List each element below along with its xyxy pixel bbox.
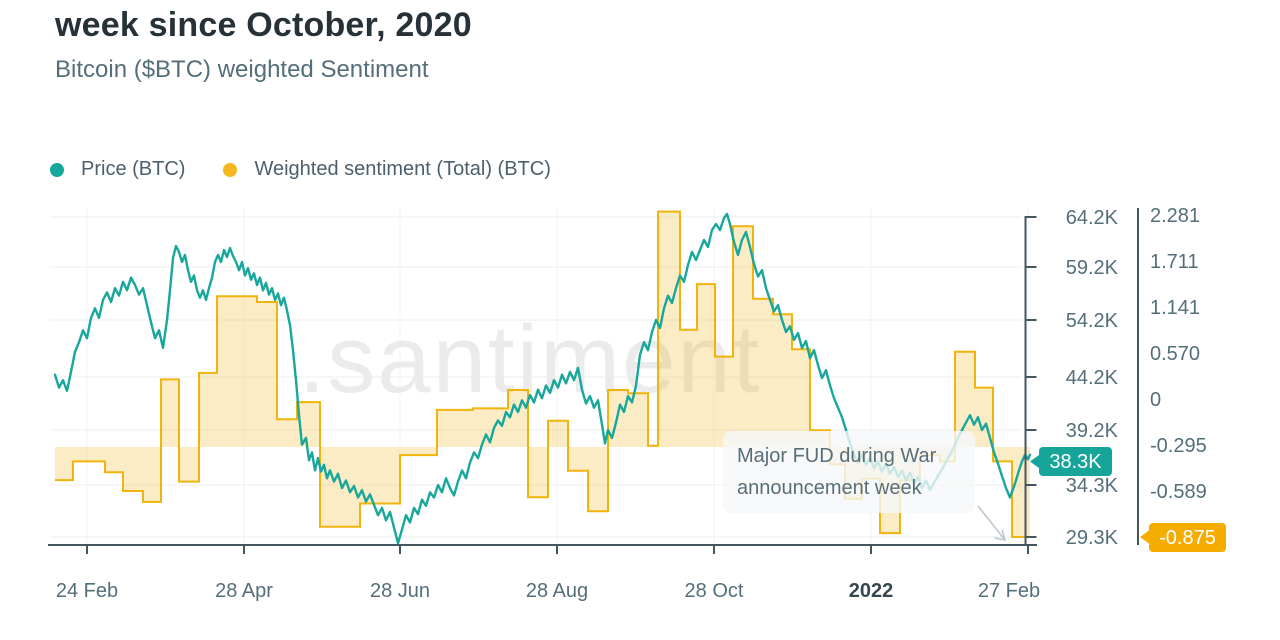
legend-item-price[interactable]: Price (BTC) [50,158,185,181]
annotation-box: Major FUD during War announcement week [723,431,975,513]
sentiment-badge [1149,523,1226,552]
annotation-arrow [977,505,1006,541]
sentiment-axis-label: 1.141 [1150,297,1200,319]
x-axis-label: 28 Apr [215,580,273,602]
sentiment-axis-label: 0.570 [1150,343,1200,365]
annotation-arrowhead-icon [994,529,1007,542]
page-subtitle: Bitcoin ($BTC) weighted Sentiment [55,56,429,83]
x-axis-label: 28 Jun [370,580,430,602]
sentiment-axis-label: 1.711 [1150,251,1199,273]
price-axis-label: 29.3K [1066,527,1119,549]
price-badge-label: 38.3K [1049,451,1102,473]
sentiment-area-fill [55,211,1030,537]
x-axis-label: 27 Feb [978,580,1040,602]
price-legend-dot-icon [50,162,64,177]
chart-legend: Price (BTC) Weighted sentiment (Total) (… [50,158,551,181]
price-badge [1039,447,1112,476]
page-title: week since October, 2020 [55,6,472,44]
sentiment-badge-tip [1140,529,1151,545]
price-badge-tip [1030,453,1041,470]
x-axis-label: 28 Aug [526,580,588,602]
sentiment-step-outline [55,210,1030,538]
sentiment-axis-label: 0 [1150,389,1161,411]
sentiment-legend-dot-icon [223,162,238,177]
price-axis-label: 54.2K [1066,310,1119,332]
sentiment-axis-label: -0.589 [1150,481,1207,503]
legend-item-sentiment[interactable]: Weighted sentiment (Total) (BTC) [223,158,551,181]
legend-price-label: Price (BTC) [81,158,186,180]
price-axis-label: 44.2K [1066,367,1119,389]
price-axis-label: 59.2K [1066,257,1119,279]
annotation-line2: announcement week [737,477,922,499]
price-axis-label: 64.2K [1066,207,1119,229]
sentiment-axis-label: -0.295 [1150,435,1207,457]
annotation-line1: Major FUD during War [737,445,937,467]
sentiment-badge-label: -0.875 [1159,527,1216,549]
x-axis-label: 28 Oct [685,580,744,602]
legend-sentiment-label: Weighted sentiment (Total) (BTC) [254,158,551,180]
sentiment-axis-label: 2.281 [1150,205,1200,227]
x-axis-label: 2022 [849,580,894,602]
price-axis-label: 39.2K [1066,420,1119,442]
x-axis-label: 24 Feb [56,580,118,602]
price-axis-label: 34.3K [1066,475,1119,497]
